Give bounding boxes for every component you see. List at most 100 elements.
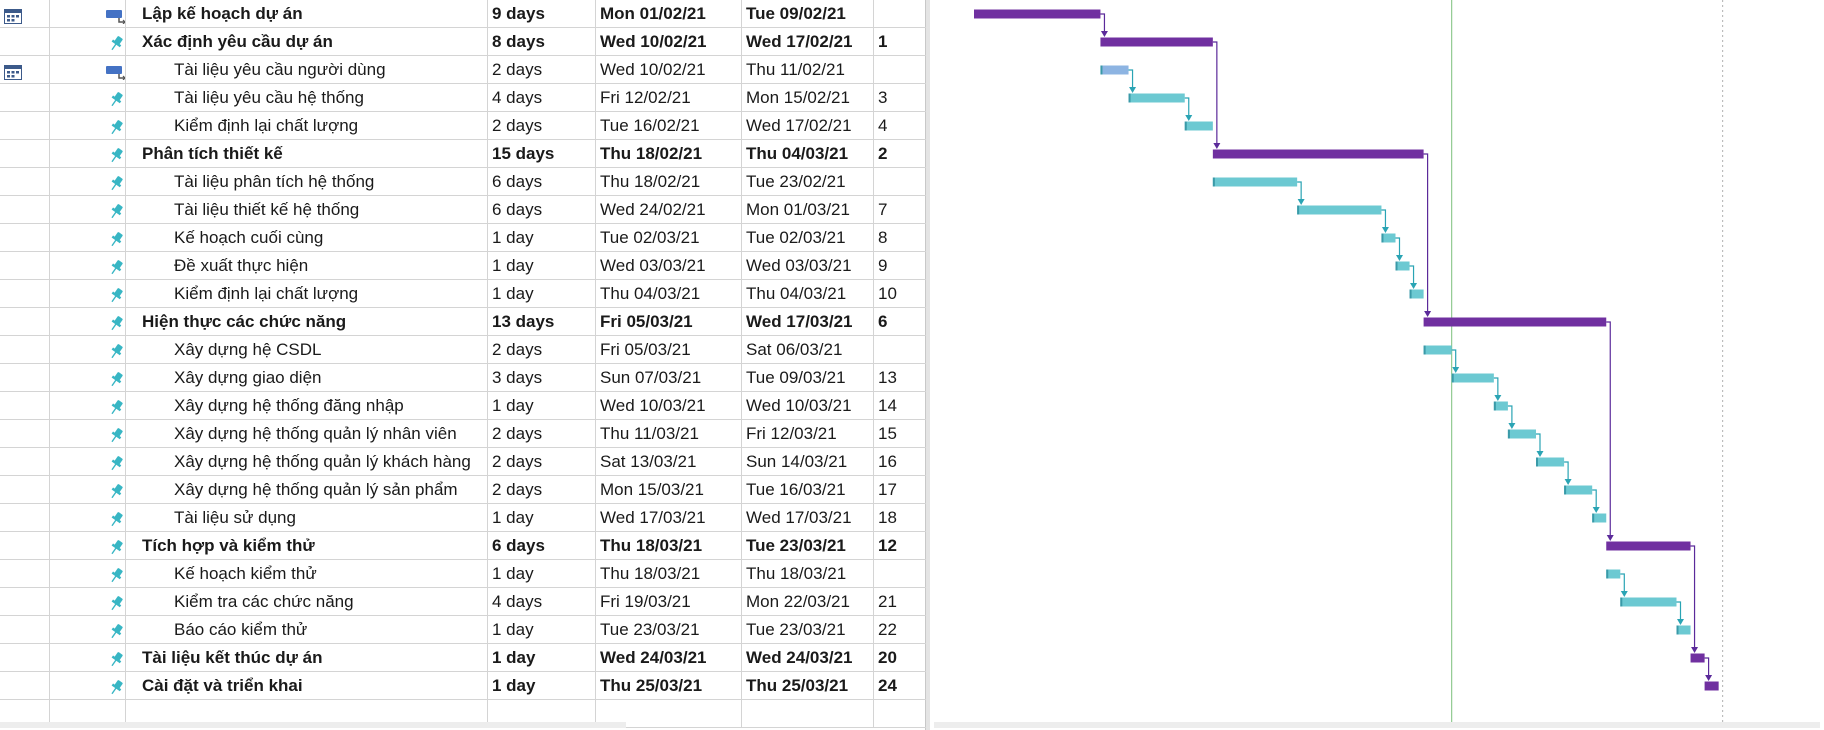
task-name-cell[interactable]: Kiểm định lại chất lượng (126, 112, 488, 140)
start-cell[interactable]: Wed 10/02/21 (596, 56, 742, 84)
task-name-cell[interactable]: Tích hợp và kiểm thử (126, 532, 488, 560)
table-row[interactable]: Phân tích thiết kế 15 days Thu 18/02/21 Thu… (0, 140, 926, 168)
task-mode-cell[interactable] (50, 448, 126, 476)
duration-cell[interactable]: 1 day (488, 280, 596, 308)
start-cell[interactable]: Wed 24/02/21 (596, 196, 742, 224)
task-name-cell[interactable]: Xác định yêu cầu dự án (126, 28, 488, 56)
start-cell[interactable]: Fri 19/03/21 (596, 588, 742, 616)
task-mode-cell[interactable] (50, 168, 126, 196)
table-row[interactable]: Kế hoạch cuối cùng 1 day Tue 02/03/21 Tue 0… (0, 224, 926, 252)
task-mode-cell[interactable] (50, 28, 126, 56)
finish-cell[interactable]: Wed 17/03/21 (742, 308, 874, 336)
predecessors-cell[interactable] (874, 700, 926, 728)
table-row[interactable]: Xây dựng hệ thống quản lý nhân viên 2 day… (0, 420, 926, 448)
duration-cell[interactable]: 1 day (488, 252, 596, 280)
finish-cell[interactable]: Tue 09/03/21 (742, 364, 874, 392)
sheet-scrollbar[interactable] (0, 722, 626, 728)
task-name-cell[interactable]: Kiểm định lại chất lượng (126, 280, 488, 308)
task-name-cell[interactable]: Tài liệu sử dụng (126, 504, 488, 532)
task-name-cell[interactable]: Xây dựng giao diện (126, 364, 488, 392)
table-row[interactable]: Kiểm định lại chất lượng 1 day Thu 04/03/2… (0, 280, 926, 308)
finish-cell[interactable]: Sun 14/03/21 (742, 448, 874, 476)
start-cell[interactable]: Wed 10/02/21 (596, 28, 742, 56)
finish-cell[interactable]: Mon 01/03/21 (742, 196, 874, 224)
finish-cell[interactable]: Thu 18/03/21 (742, 560, 874, 588)
duration-cell[interactable]: 2 days (488, 420, 596, 448)
table-row[interactable]: Tài liệu sử dụng 1 day Wed 17/03/21 Wed 17/… (0, 504, 926, 532)
finish-cell[interactable]: Thu 25/03/21 (742, 672, 874, 700)
start-cell[interactable]: Wed 03/03/21 (596, 252, 742, 280)
predecessors-cell[interactable]: 14 (878, 396, 897, 415)
table-row[interactable]: Xây dựng hệ thống quản lý khách hàng 2 da… (0, 448, 926, 476)
predecessors-cell[interactable]: 21 (878, 592, 897, 611)
task-name-cell[interactable]: Xây dựng hệ thống quản lý sản phẩm (126, 476, 488, 504)
task-mode-cell[interactable] (50, 420, 126, 448)
table-row[interactable]: Đề xuất thực hiện 1 day Wed 03/03/21 Wed 03… (0, 252, 926, 280)
task-name-cell[interactable]: Xây dựng hệ thống quản lý khách hàng (126, 448, 488, 476)
task-name-cell[interactable]: Tài liệu yêu cầu người dùng (126, 56, 488, 84)
task-name-cell[interactable]: Xây dựng hệ thống quản lý nhân viên (126, 420, 488, 448)
finish-cell[interactable]: Wed 24/03/21 (742, 644, 874, 672)
predecessors-cell[interactable]: 15 (878, 424, 897, 443)
duration-cell[interactable]: 4 days (488, 588, 596, 616)
task-name-cell[interactable]: Tài liệu phân tích hệ thống (126, 168, 488, 196)
predecessors-cell[interactable]: 18 (878, 508, 897, 527)
table-row[interactable]: Kế hoạch kiểm thử 1 day Thu 18/03/21 Thu 18… (0, 560, 926, 588)
task-mode-cell[interactable] (50, 56, 126, 84)
duration-cell[interactable]: 2 days (488, 112, 596, 140)
task-mode-cell[interactable] (50, 336, 126, 364)
start-cell[interactable]: Thu 18/03/21 (596, 560, 742, 588)
task-mode-cell[interactable] (50, 616, 126, 644)
start-cell[interactable] (596, 700, 742, 728)
task-name-cell[interactable]: Đề xuất thực hiện (126, 252, 488, 280)
finish-cell[interactable]: Wed 17/02/21 (742, 112, 874, 140)
task-mode-cell[interactable] (50, 140, 126, 168)
predecessors-cell[interactable]: 12 (878, 536, 897, 555)
start-cell[interactable]: Fri 05/03/21 (596, 308, 742, 336)
start-cell[interactable]: Sat 13/03/21 (596, 448, 742, 476)
predecessors-cell[interactable] (874, 0, 926, 28)
finish-cell[interactable]: Mon 15/02/21 (742, 84, 874, 112)
start-cell[interactable]: Thu 18/03/21 (596, 532, 742, 560)
start-cell[interactable]: Mon 15/03/21 (596, 476, 742, 504)
start-cell[interactable]: Tue 23/03/21 (596, 616, 742, 644)
task-name-cell[interactable]: Tài liệu yêu cầu hệ thống (126, 84, 488, 112)
predecessors-cell[interactable]: 22 (878, 620, 897, 639)
task-mode-cell[interactable] (50, 560, 126, 588)
task-name-cell[interactable]: Tài liệu kết thúc dự án (126, 644, 488, 672)
finish-cell[interactable]: Wed 10/03/21 (742, 392, 874, 420)
task-mode-cell[interactable] (50, 252, 126, 280)
task-mode-cell[interactable] (50, 504, 126, 532)
finish-cell[interactable]: Mon 22/03/21 (742, 588, 874, 616)
table-row[interactable]: Tài liệu yêu cầu người dùng 2 days Wed 10/… (0, 56, 926, 84)
finish-cell[interactable]: Tue 23/03/21 (742, 616, 874, 644)
table-row[interactable]: Tài liệu phân tích hệ thống 6 days Thu 18/… (0, 168, 926, 196)
predecessors-cell[interactable]: 24 (878, 676, 897, 695)
finish-cell[interactable] (742, 700, 874, 728)
task-mode-cell[interactable] (50, 0, 126, 28)
start-cell[interactable]: Wed 10/03/21 (596, 392, 742, 420)
duration-cell[interactable]: 1 day (488, 224, 596, 252)
finish-cell[interactable]: Sat 06/03/21 (742, 336, 874, 364)
task-mode-cell[interactable] (50, 644, 126, 672)
finish-cell[interactable]: Tue 02/03/21 (742, 224, 874, 252)
duration-cell[interactable]: 1 day (488, 392, 596, 420)
table-row[interactable]: Kiểm định lại chất lượng 2 days Tue 16/02/… (0, 112, 926, 140)
task-name-cell[interactable]: Kiểm tra các chức năng (126, 588, 488, 616)
finish-cell[interactable]: Thu 11/02/21 (742, 56, 874, 84)
duration-cell[interactable]: 2 days (488, 336, 596, 364)
finish-cell[interactable]: Thu 04/03/21 (742, 140, 874, 168)
start-cell[interactable]: Wed 24/03/21 (596, 644, 742, 672)
start-cell[interactable]: Fri 12/02/21 (596, 84, 742, 112)
finish-cell[interactable]: Tue 09/02/21 (742, 0, 874, 28)
duration-cell[interactable]: 1 day (488, 504, 596, 532)
table-row[interactable]: Hiện thực các chức năng 13 days Fri 05/03/… (0, 308, 926, 336)
table-row[interactable]: Xây dựng hệ thống quản lý sản phẩm 2 days… (0, 476, 926, 504)
duration-cell[interactable]: 13 days (488, 308, 596, 336)
predecessors-cell[interactable]: 16 (878, 452, 897, 471)
task-mode-cell[interactable] (50, 532, 126, 560)
start-cell[interactable]: Thu 11/03/21 (596, 420, 742, 448)
predecessors-cell[interactable]: 13 (878, 368, 897, 387)
duration-cell[interactable]: 2 days (488, 56, 596, 84)
finish-cell[interactable]: Wed 03/03/21 (742, 252, 874, 280)
